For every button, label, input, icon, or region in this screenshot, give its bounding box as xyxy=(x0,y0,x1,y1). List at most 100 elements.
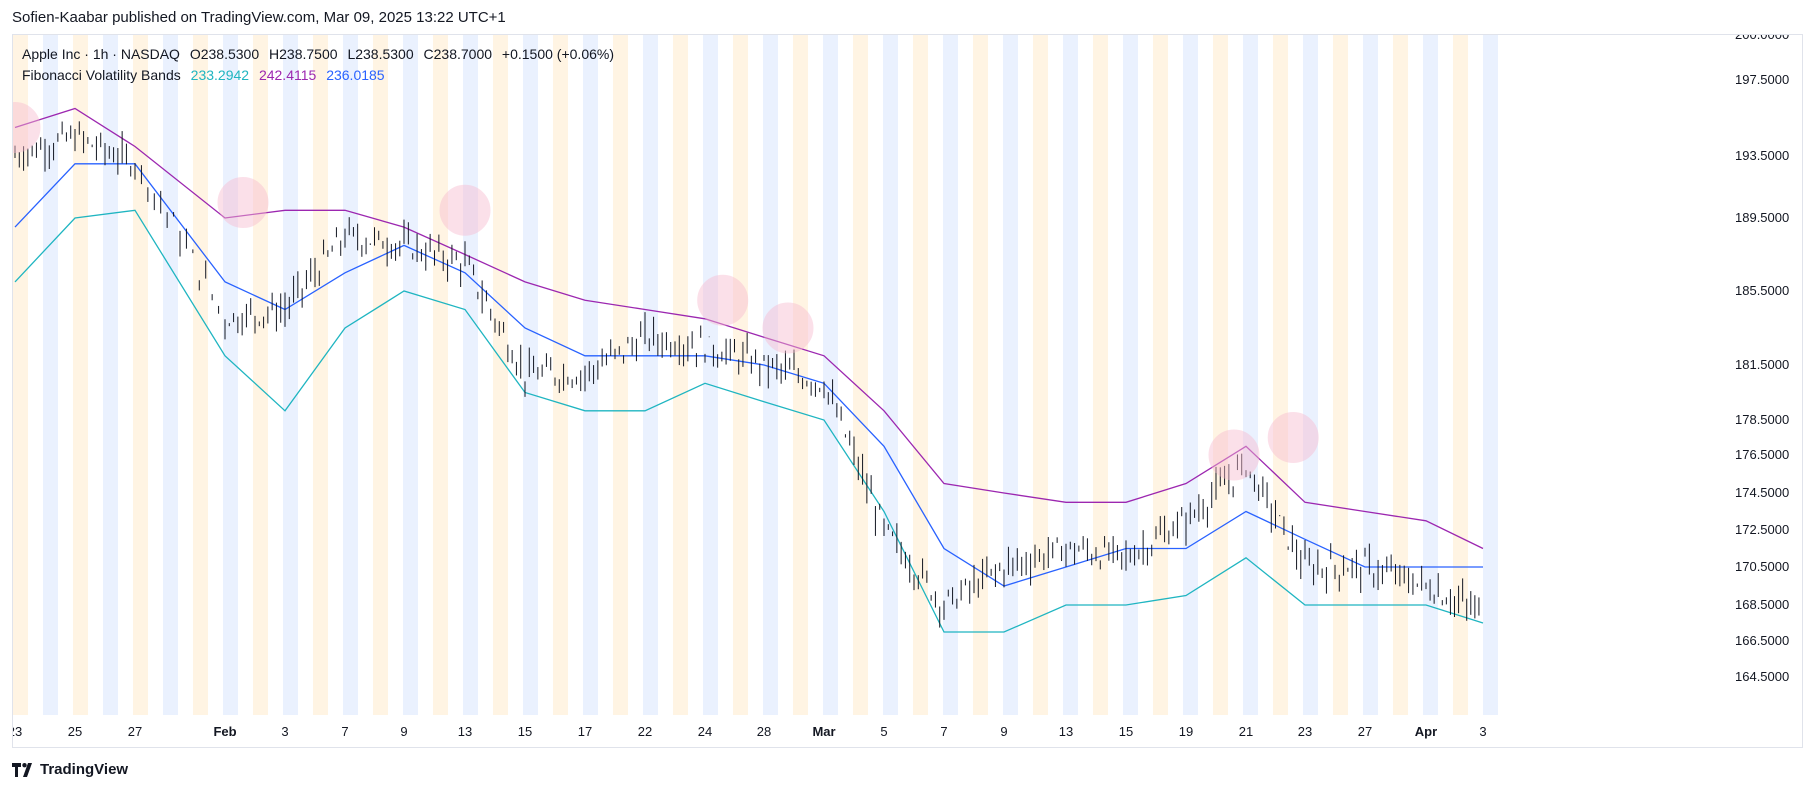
y-tick-label: 170.5000 xyxy=(1735,559,1789,574)
x-tick-label: 24 xyxy=(698,724,712,739)
indicator-legend-row[interactable]: Fibonacci Volatility Bands 233.2942 242.… xyxy=(22,65,614,86)
low-value: L238.5300 xyxy=(347,46,414,62)
x-tick-label: Apr xyxy=(1415,724,1437,739)
chart-frame[interactable]: 200.0000 197.5000 193.5000 189.5000 185.5000… xyxy=(12,34,1803,748)
symbol-legend-row[interactable]: Apple Inc · 1h · NASDAQ O238.5300 H238.7… xyxy=(22,44,614,65)
highlight-circle xyxy=(217,177,269,228)
y-tick-label: 178.5000 xyxy=(1735,412,1789,427)
y-tick-label: 185.5000 xyxy=(1735,283,1789,298)
tradingview-brand[interactable]: TradingView xyxy=(12,761,128,778)
close-value: C238.7000 xyxy=(423,46,493,62)
y-tick-label: 172.5000 xyxy=(1735,522,1789,537)
session-stripe xyxy=(373,35,388,715)
x-tick-label: 13 xyxy=(1059,724,1073,739)
session-stripe xyxy=(1153,35,1168,715)
session-stripe xyxy=(973,35,988,715)
upper-band-line xyxy=(14,107,1484,550)
session-stripe xyxy=(283,35,298,715)
x-tick-label: 5 xyxy=(880,724,887,739)
session-stripe xyxy=(673,35,688,715)
publisher-caption: Sofien-Kaabar published on TradingView.c… xyxy=(12,9,506,26)
middle-band-value: 236.0185 xyxy=(326,67,385,83)
session-stripe xyxy=(1093,35,1108,715)
x-tick-label: Mar xyxy=(812,724,835,739)
session-stripe xyxy=(163,35,178,715)
tradingview-logo-icon xyxy=(12,762,32,777)
highlight-circle xyxy=(13,102,41,153)
session-stripe xyxy=(1123,35,1138,715)
x-tick-label: 23 xyxy=(1298,724,1312,739)
session-stripe xyxy=(613,35,628,715)
x-tick-label: 9 xyxy=(1000,724,1007,739)
high-value: H238.7500 xyxy=(269,46,338,62)
x-tick-label: Feb xyxy=(213,724,236,739)
y-tick-label: 193.5000 xyxy=(1735,148,1789,163)
session-stripe xyxy=(1243,35,1258,715)
session-stripe xyxy=(793,35,808,715)
open-value: O238.5300 xyxy=(189,46,260,62)
session-stripe xyxy=(1363,35,1378,715)
session-stripe xyxy=(403,35,418,715)
x-tick-label: 7 xyxy=(341,724,348,739)
session-stripe xyxy=(703,35,718,715)
y-tick-label: 174.5000 xyxy=(1735,485,1789,500)
lower-band-line xyxy=(14,209,1484,633)
x-tick-label: 23 xyxy=(13,724,22,739)
price-chart[interactable]: 200.0000 197.5000 193.5000 189.5000 185.5000… xyxy=(13,35,1802,747)
chart-legend: Apple Inc · 1h · NASDAQ O238.5300 H238.7… xyxy=(22,44,614,86)
x-tick-label: 17 xyxy=(578,724,592,739)
y-tick-label: 197.5000 xyxy=(1735,72,1789,87)
session-stripe xyxy=(313,35,328,715)
x-tick-label: 21 xyxy=(1239,724,1253,739)
session-stripe xyxy=(1423,35,1438,715)
upper-band-value: 242.4115 xyxy=(258,67,317,83)
session-stripe xyxy=(763,35,778,715)
session-stripe xyxy=(193,35,208,715)
session-stripe xyxy=(1063,35,1078,715)
x-tick-label: 22 xyxy=(638,724,652,739)
session-stripe xyxy=(1393,35,1408,715)
session-stripe xyxy=(1483,35,1498,715)
x-tick-label: 15 xyxy=(518,724,532,739)
x-tick-label: 3 xyxy=(281,724,288,739)
x-tick-label: 7 xyxy=(940,724,947,739)
session-stripe xyxy=(823,35,838,715)
session-stripe xyxy=(1183,35,1198,715)
lower-band-value: 233.2942 xyxy=(190,67,250,83)
x-tick-label: 9 xyxy=(400,724,407,739)
session-stripe xyxy=(43,35,58,715)
highlight-circle xyxy=(762,302,814,354)
session-stripe xyxy=(1333,35,1348,715)
session-stripe xyxy=(1213,35,1228,715)
x-tick-label: 15 xyxy=(1119,724,1133,739)
y-tick-label: 168.5000 xyxy=(1735,597,1789,612)
session-stripe xyxy=(913,35,928,715)
session-stripe xyxy=(1033,35,1048,715)
y-tick-label: 181.5000 xyxy=(1735,357,1789,372)
x-tick-label: 28 xyxy=(757,724,771,739)
session-stripe xyxy=(133,35,148,715)
x-tick-label: 19 xyxy=(1179,724,1193,739)
highlight-circle xyxy=(439,184,491,236)
session-stripe xyxy=(223,35,238,715)
highlight-circle xyxy=(697,274,749,326)
y-tick-label: 200.0000 xyxy=(1735,35,1789,42)
session-stripe xyxy=(553,35,568,715)
session-stripe xyxy=(583,35,598,715)
session-stripe xyxy=(253,35,268,715)
tradingview-brand-label: TradingView xyxy=(40,761,129,778)
session-stripe xyxy=(433,35,448,715)
session-stripe xyxy=(343,35,358,715)
symbol-name: Apple Inc · 1h · NASDAQ xyxy=(22,46,180,62)
y-tick-label: 164.5000 xyxy=(1735,669,1789,684)
session-stripe xyxy=(643,35,658,715)
x-tick-label: 27 xyxy=(1358,724,1372,739)
y-tick-label: 176.5000 xyxy=(1735,447,1789,462)
session-stripe xyxy=(733,35,748,715)
session-stripe xyxy=(103,35,118,715)
session-stripe xyxy=(943,35,958,715)
session-stripe xyxy=(13,35,28,715)
session-stripe xyxy=(1453,35,1468,715)
session-stripe xyxy=(493,35,508,715)
y-tick-label: 166.5000 xyxy=(1735,633,1789,648)
